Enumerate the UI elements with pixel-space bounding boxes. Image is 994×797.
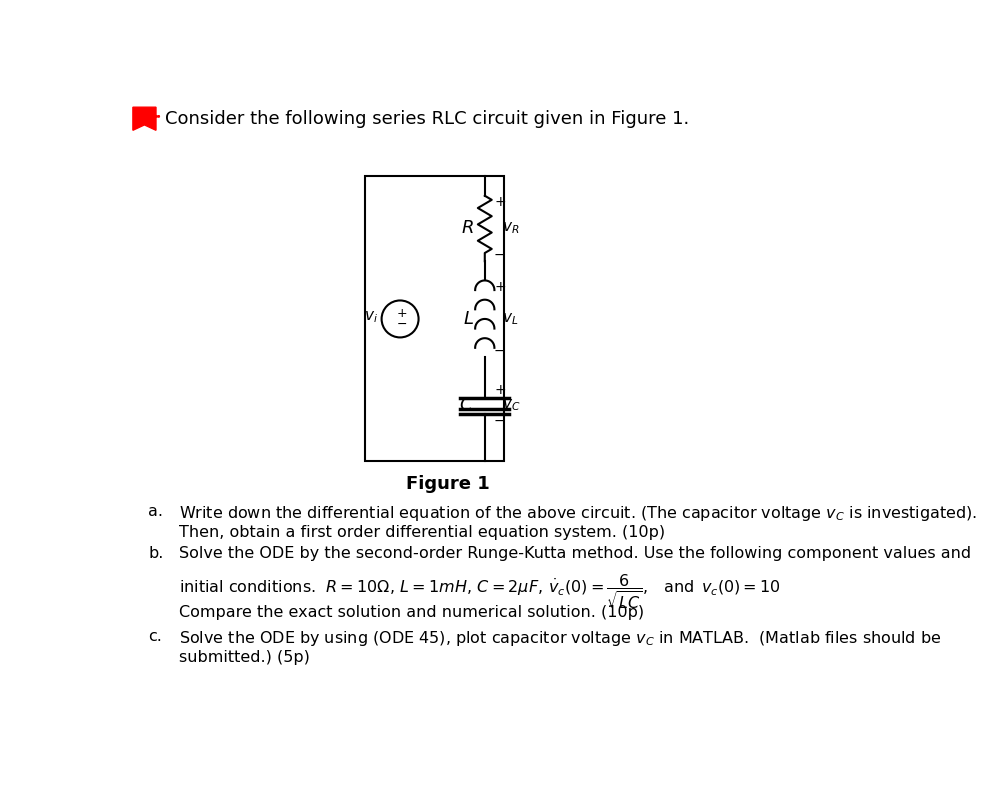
Text: −: − — [494, 344, 506, 359]
Text: c.: c. — [148, 630, 162, 644]
Text: Solve the ODE by using (ODE 45), plot capacitor voltage $v_C$ in MATLAB.  (Matla: Solve the ODE by using (ODE 45), plot ca… — [179, 630, 941, 648]
Text: +: + — [494, 383, 506, 397]
Bar — [366, 176, 504, 461]
Text: −: − — [494, 414, 506, 427]
Text: $C$: $C$ — [459, 396, 474, 414]
Text: $L$: $L$ — [463, 310, 474, 328]
Text: submitted.) (5p): submitted.) (5p) — [179, 650, 310, 665]
Text: −: − — [398, 318, 408, 331]
Text: $v_R$: $v_R$ — [502, 221, 519, 237]
Text: a.: a. — [148, 504, 163, 519]
Text: b.: b. — [148, 546, 164, 561]
Text: Compare the exact solution and numerical solution. (10p): Compare the exact solution and numerical… — [179, 606, 644, 620]
Text: Write down the differential equation of the above circuit. (The capacitor voltag: Write down the differential equation of … — [179, 504, 977, 523]
Text: −: − — [494, 248, 506, 262]
Text: +: + — [494, 280, 506, 293]
Text: initial conditions.  $R=10\Omega,\,L=1mH,\,C=2\mu F,\,\dot{v}_c(0)=\dfrac{6}{\sq: initial conditions. $R=10\Omega,\,L=1mH,… — [179, 573, 780, 612]
Text: Figure 1: Figure 1 — [407, 476, 490, 493]
Text: Consider the following series RLC circuit given in Figure 1.: Consider the following series RLC circui… — [165, 110, 690, 128]
Text: +: + — [494, 195, 506, 209]
Text: +: + — [397, 307, 408, 320]
Text: $v_C$: $v_C$ — [502, 398, 520, 413]
Text: $R$: $R$ — [461, 219, 474, 238]
Polygon shape — [133, 107, 156, 130]
Text: Then, obtain a first order differential equation system. (10p): Then, obtain a first order differential … — [179, 524, 665, 540]
Text: Solve the ODE by the second-order Runge-Kutta method. Use the following componen: Solve the ODE by the second-order Runge-… — [179, 546, 971, 561]
Text: $v_i$: $v_i$ — [364, 309, 378, 325]
Text: $v_L$: $v_L$ — [502, 311, 518, 327]
